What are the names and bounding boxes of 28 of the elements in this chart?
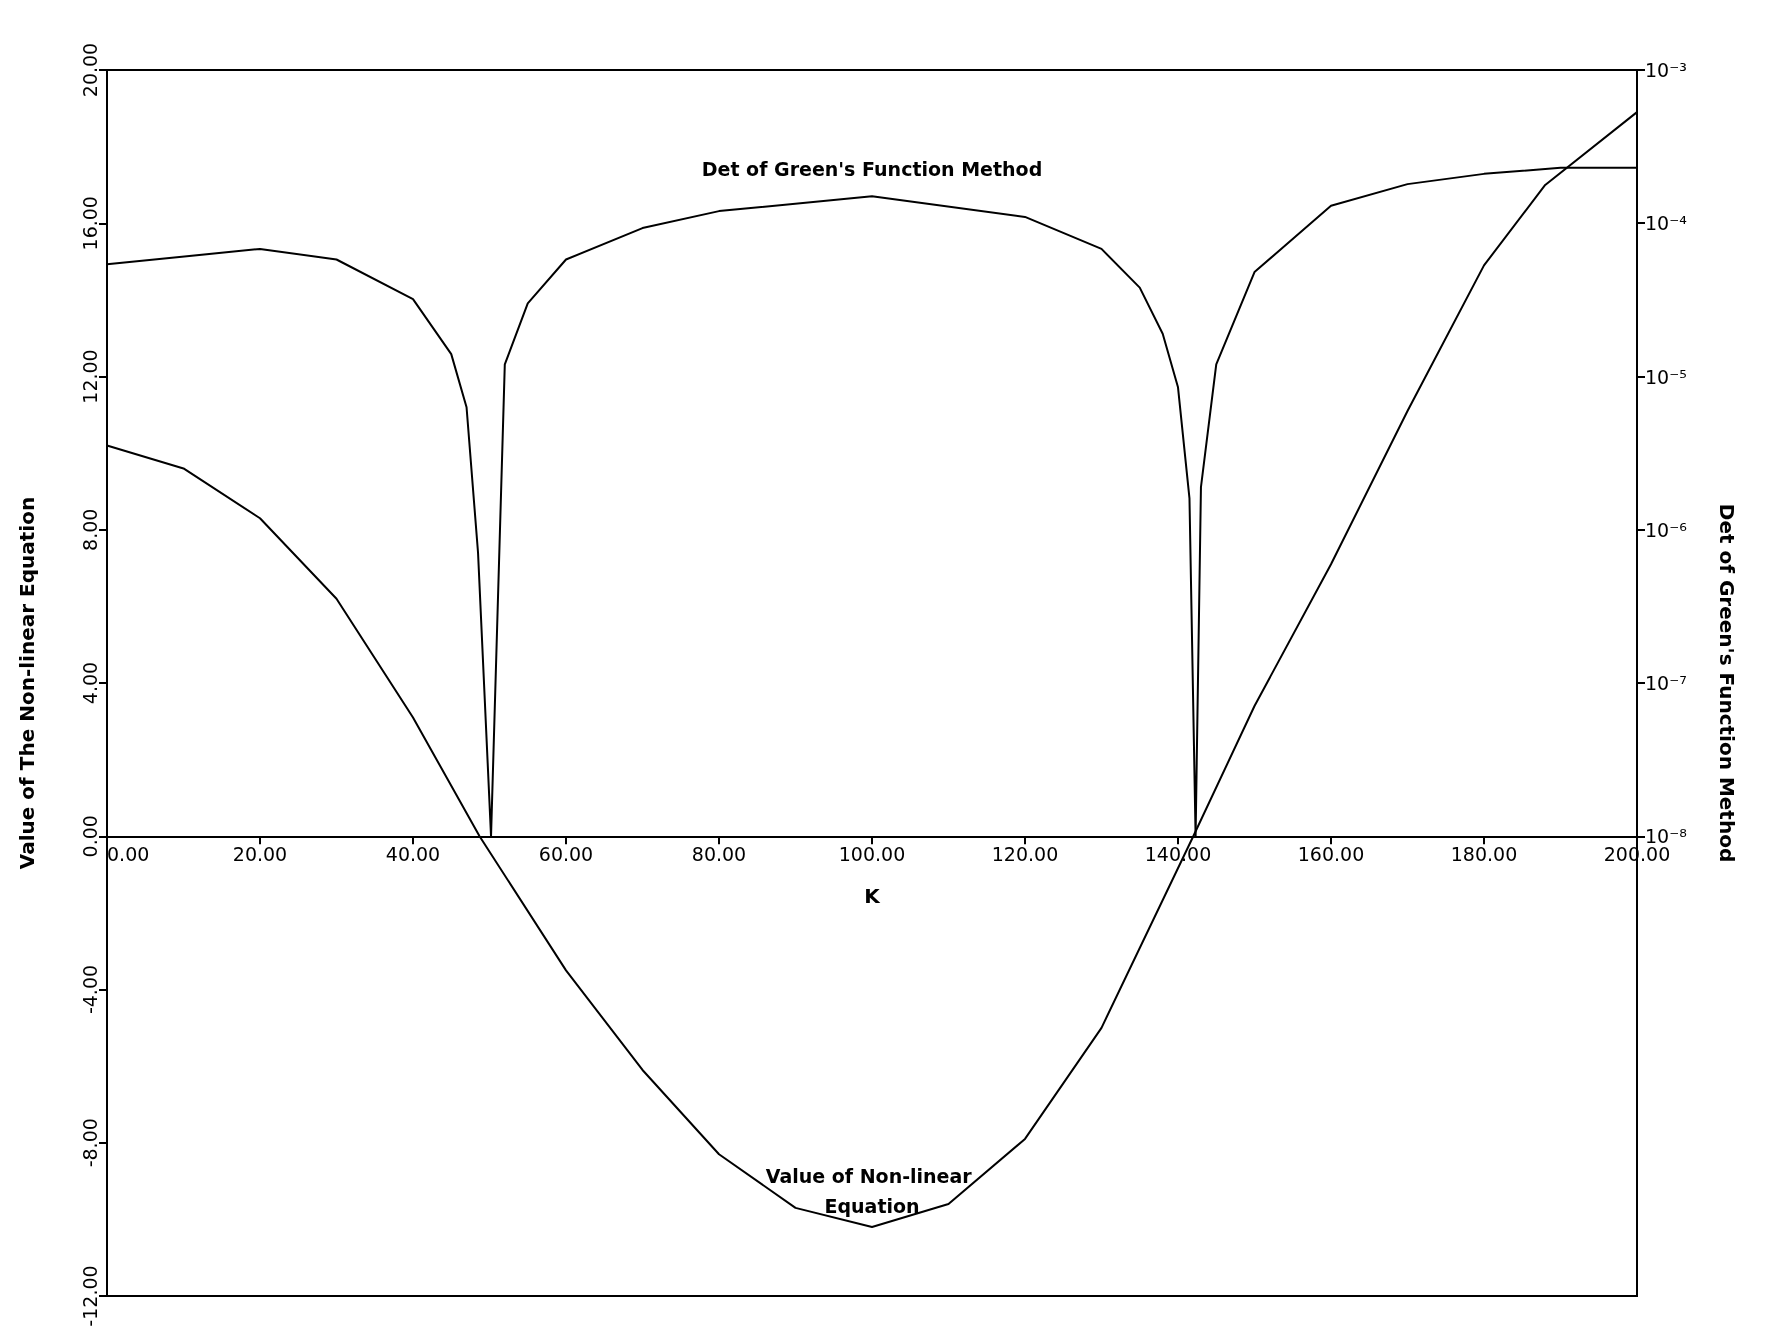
x-tick-label: 120.00 [991,842,1059,865]
y-tick-label: 16.00 [78,196,101,251]
y2-tick-label: 10⁻³ [1645,59,1687,81]
y-tick-label: 12.00 [78,349,101,404]
x-axis-title: K [864,884,882,909]
x-tick-label: 20.00 [232,842,288,865]
y2-axis-title: Det of Green's Function Method [1715,503,1739,863]
y-tick-label: -8.00 [78,1118,101,1168]
y-axis-title: Value of The Non-linear Equation [15,496,39,870]
y2-tick-label: 10⁻⁴ [1645,212,1688,235]
x-tick-label: 180.00 [1450,842,1518,865]
series-label: Det of Green's Function Method [701,158,1043,181]
y2-tick-label: 10⁻⁷ [1645,672,1687,694]
y-tick-label: 20.00 [78,42,101,98]
x-tick-label: 160.00 [1297,842,1365,865]
y2-tick-label: 10⁻⁸ [1645,825,1687,848]
x-tick-label: 0.00 [107,842,150,865]
x-tick-label: 80.00 [691,842,747,865]
x-tick-label: 100.00 [838,842,906,865]
y-tick-label: 8.00 [78,508,101,551]
y2-tick-label: 10⁻⁶ [1645,518,1687,541]
y-tick-label: -4.00 [78,964,101,1015]
x-tick-label: 40.00 [385,842,441,865]
y-tick-label: 4.00 [78,661,101,705]
y2-tick-label: 10⁻⁵ [1645,365,1687,388]
series-label: Value of Non-linear Equation [765,1165,979,1218]
y-tick-label: -12.00 [78,1265,101,1327]
x-tick-label: 60.00 [538,842,594,865]
